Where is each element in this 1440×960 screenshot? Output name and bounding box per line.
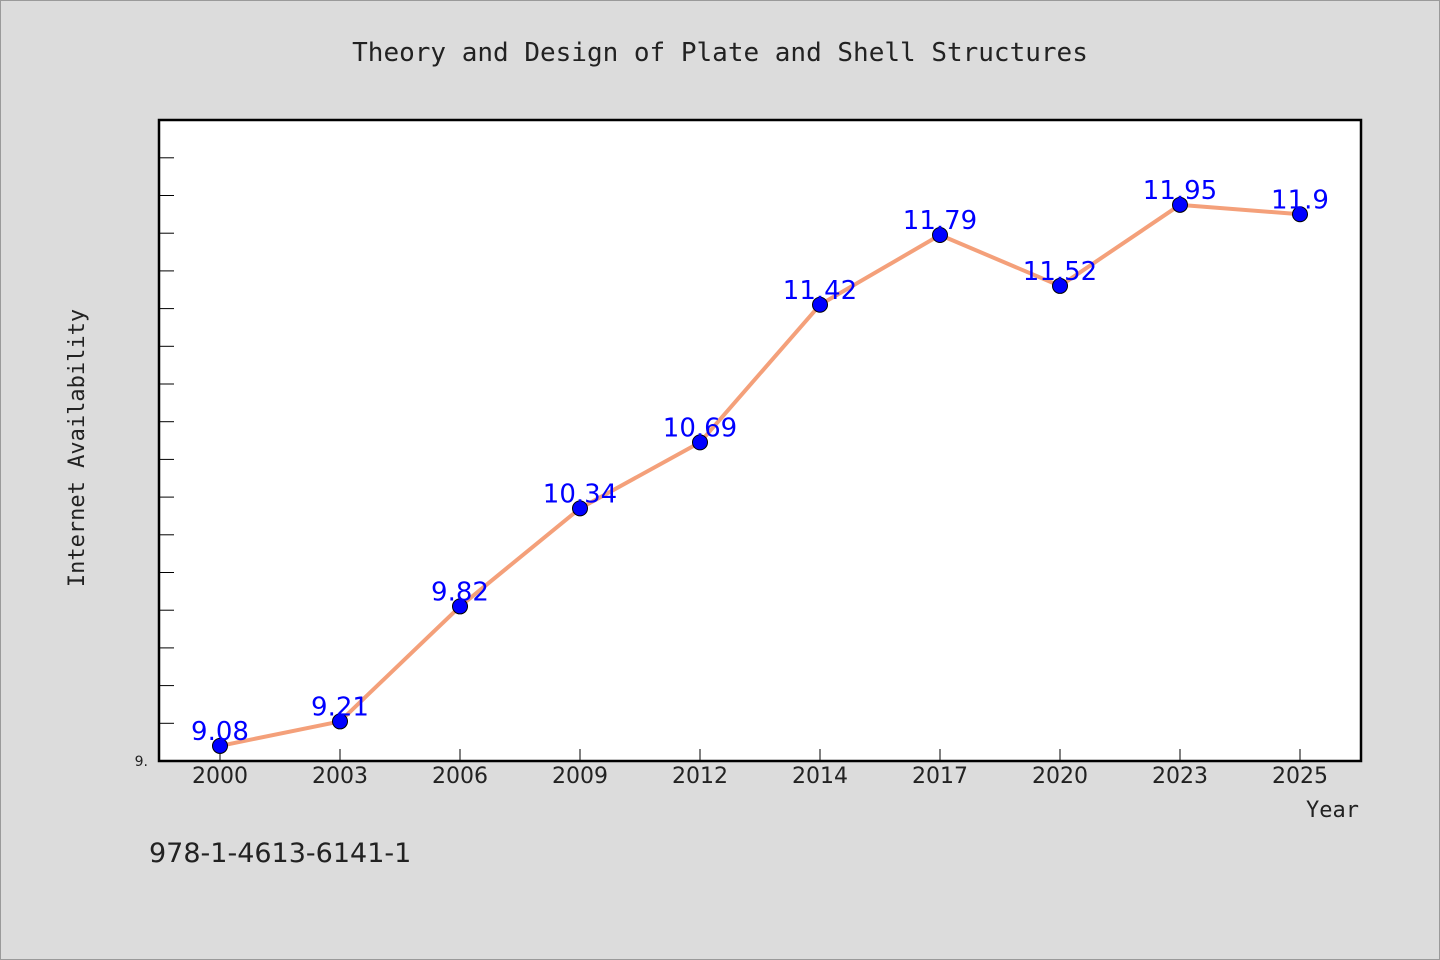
x-tick-label: 2006 xyxy=(432,764,488,789)
data-label: 10.34 xyxy=(543,479,617,509)
data-point xyxy=(332,713,348,730)
data-point xyxy=(1292,206,1308,223)
data-point xyxy=(212,737,228,754)
y-axis-minor-ticks xyxy=(159,157,174,724)
data-point xyxy=(932,227,948,244)
data-label: 11.79 xyxy=(903,206,977,236)
y-tick-label: 9. xyxy=(135,754,148,770)
x-tick-label: 2000 xyxy=(192,764,248,789)
x-tick-label: 2012 xyxy=(672,764,728,789)
x-tick-label: 2009 xyxy=(552,764,608,789)
data-label: 9.82 xyxy=(431,577,489,607)
data-label: 11.95 xyxy=(1143,176,1217,206)
x-tick-label: 2017 xyxy=(912,764,968,789)
x-tick-labels: 2000 2003 2006 2009 2012 2014 2017 2020 2023 2025 xyxy=(192,764,1328,789)
isbn-text: 978-1-4613-6141-1 xyxy=(149,838,411,869)
x-tick-label: 2023 xyxy=(1152,764,1208,789)
x-tick-label: 2003 xyxy=(312,764,368,789)
data-label: 9.08 xyxy=(191,717,249,747)
data-point xyxy=(1172,196,1188,213)
plot-area xyxy=(157,118,1363,763)
data-label: 11.9 xyxy=(1271,185,1329,215)
data-label: 11.42 xyxy=(783,276,857,306)
data-label: 10.69 xyxy=(663,413,737,443)
data-point xyxy=(572,500,588,517)
x-axis-label: Year xyxy=(1306,798,1359,823)
chart-title: Theory and Design of Plate and Shell Str… xyxy=(352,38,1088,68)
data-point xyxy=(1052,277,1068,294)
data-label: 11.52 xyxy=(1023,257,1097,287)
data-point xyxy=(452,598,468,615)
x-axis-ticks xyxy=(219,749,1301,761)
data-label: 9.21 xyxy=(311,692,369,722)
y-axis-label: Internet Availability xyxy=(65,309,90,587)
x-tick-label: 2025 xyxy=(1272,764,1328,789)
data-point xyxy=(812,296,828,313)
data-point xyxy=(692,434,708,451)
x-tick-label: 2014 xyxy=(792,764,848,789)
data-labels: 9.08 9.21 9.82 10.34 10.69 11.42 11.79 11.52 11.… xyxy=(191,176,1329,747)
series-markers xyxy=(212,196,1308,754)
series-line xyxy=(218,202,1302,748)
x-tick-label: 2020 xyxy=(1032,764,1088,789)
